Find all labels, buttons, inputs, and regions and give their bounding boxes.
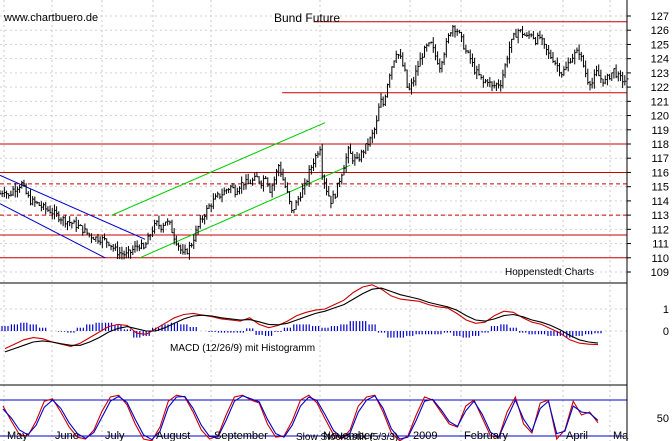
y-tick-label: 110 [651, 253, 669, 265]
x-tick-label: August [156, 430, 190, 441]
stoch-line [2, 395, 599, 441]
y-tick-label: 112 [651, 224, 669, 236]
x-tick-label: July [105, 430, 125, 441]
x-tick-label: September [214, 430, 268, 441]
channel-line [0, 203, 106, 259]
channel-line [111, 122, 326, 216]
source-label: Hoppenstedt Charts [505, 267, 594, 278]
macd-tick-label: 0 [663, 326, 669, 338]
channel-line [139, 164, 351, 259]
y-tick-label: 114 [651, 196, 669, 208]
horizontal-levels [0, 21, 627, 259]
x-tick-label: February [464, 430, 509, 441]
y-tick-label: 113 [651, 210, 669, 222]
y-tick-label: 125 [651, 39, 669, 51]
x-tick-label: June [55, 430, 79, 441]
y-tick-label: 116 [651, 167, 669, 179]
y-tick-label: 126 [651, 25, 669, 37]
price-series [0, 24, 629, 260]
trend-channels [0, 122, 351, 259]
x-tick-label: 2009 [413, 430, 437, 441]
stochastic-panel [0, 394, 627, 441]
y-tick-label: 120 [651, 111, 669, 123]
y-tick-label: 109 [651, 267, 669, 279]
y-tick-label: 123 [651, 68, 669, 80]
chart-title: Bund Future [274, 11, 340, 25]
y-tick-label: 119 [651, 125, 669, 137]
stoch-tick-label: 50 [657, 413, 669, 425]
y-tick-label: 127 [651, 11, 669, 23]
macd-panel [1, 284, 602, 353]
watermark: www.chartbuero.de [3, 12, 98, 24]
macd-label: MACD (12/26/9) mit Histogramm [170, 343, 315, 354]
stoch-label: Slow Stochastik (5/3/3) [296, 432, 398, 441]
y-tick-label: 117 [651, 153, 669, 165]
x-tick-label: Ma [613, 430, 629, 441]
macd-line [4, 287, 599, 353]
y-tick-label: 115 [651, 182, 669, 194]
y-tick-label: 122 [651, 82, 669, 94]
grid [0, 0, 627, 441]
x-tick-label: November [323, 430, 374, 441]
x-tick-label: May [7, 430, 28, 441]
macd-line [4, 284, 599, 350]
x-tick-label: April [566, 430, 588, 441]
y-tick-label: 118 [651, 139, 669, 151]
y-tick-label: 111 [652, 239, 669, 251]
macd-tick-label: 1 [663, 304, 669, 316]
y-tick-label: 121 [651, 96, 669, 108]
y-tick-label: 124 [651, 54, 669, 66]
